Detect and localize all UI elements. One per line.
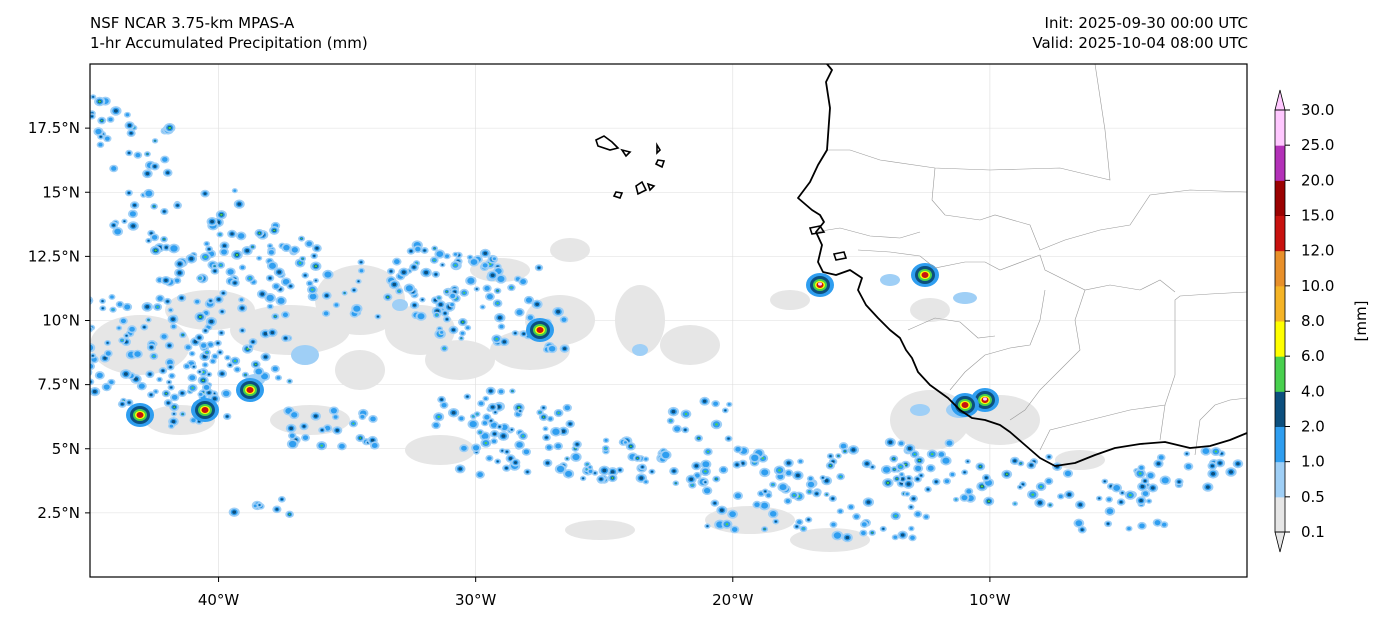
colorbar-units: [mm]	[1352, 301, 1370, 342]
colorbar-segment	[1275, 215, 1285, 252]
colorbar-segment	[1275, 391, 1285, 427]
colorbar-tick-label: 8.0	[1301, 312, 1325, 330]
colorbar-segment	[1275, 110, 1285, 146]
lat-tick-label: 7.5°N	[37, 376, 80, 394]
precipitation-field	[90, 94, 1244, 552]
colorbar-segment	[1275, 145, 1285, 181]
colorbar-segment	[1275, 250, 1285, 287]
colorbar-segment	[1275, 426, 1285, 463]
init-time: Init: 2025-09-30 00:00 UTC	[1044, 14, 1248, 32]
colorbar-tick-label: 4.0	[1301, 382, 1325, 400]
colorbar-tick-label: 30.0	[1301, 101, 1334, 119]
lon-tick-label: 40°W	[198, 591, 240, 609]
field-title: 1-hr Accumulated Precipitation (mm)	[90, 34, 368, 52]
lon-tick-label: 10°W	[969, 591, 1011, 609]
colorbar-segment	[1275, 180, 1285, 216]
colorbar-tick-label: 15.0	[1301, 207, 1334, 225]
colorbar-segment	[1275, 321, 1285, 357]
valid-time: Valid: 2025-10-04 08:00 UTC	[1032, 34, 1248, 52]
longitude-axis: 40°W 30°W 20°W 10°W	[198, 577, 1011, 609]
country-borders	[814, 64, 1247, 456]
lat-tick-label: 15°N	[42, 183, 80, 201]
lat-tick-label: 5°N	[52, 440, 80, 458]
colorbar-tick-label: 6.0	[1301, 347, 1325, 365]
colorbar-segment	[1275, 496, 1285, 533]
coastline	[595, 64, 1247, 467]
lat-tick-label: 10°N	[42, 312, 80, 330]
colorbar-segment	[1275, 461, 1285, 498]
colorbar-tick-label: 0.5	[1301, 488, 1325, 506]
model-title: NSF NCAR 3.75-km MPAS-A	[90, 14, 295, 32]
lon-tick-label: 30°W	[455, 591, 497, 609]
lat-tick-label: 2.5°N	[37, 504, 80, 522]
colorbar-tick-label: 1.0	[1301, 453, 1325, 471]
colorbar-tick-label: 0.1	[1301, 523, 1325, 541]
colorbar-segment	[1275, 356, 1285, 392]
lat-tick-label: 12.5°N	[28, 247, 80, 265]
colorbar-segment	[1275, 285, 1285, 322]
colorbar-extend-max	[1274, 89, 1286, 111]
colorbar-tick-label: 2.0	[1301, 418, 1325, 436]
colorbar-tick-label: 10.0	[1301, 277, 1334, 295]
lat-tick-label: 17.5°N	[28, 119, 80, 137]
map-plot-area	[90, 64, 1247, 577]
colorbar-tick-label: 20.0	[1301, 171, 1334, 189]
colorbar-tick-label: 25.0	[1301, 136, 1334, 154]
colorbar-extend-min	[1274, 531, 1286, 553]
latitude-axis: 2.5°N 5°N 7.5°N 10°N 12.5°N 15°N 17.5°N	[28, 119, 90, 522]
colorbar: 0.1 0.5 1.0 2.0 4.0 6.0 8.0 10.0 12.0 15.0 20.0 25.…	[1274, 89, 1370, 553]
lon-tick-label: 20°W	[712, 591, 754, 609]
colorbar-tick-label: 12.0	[1301, 242, 1334, 260]
